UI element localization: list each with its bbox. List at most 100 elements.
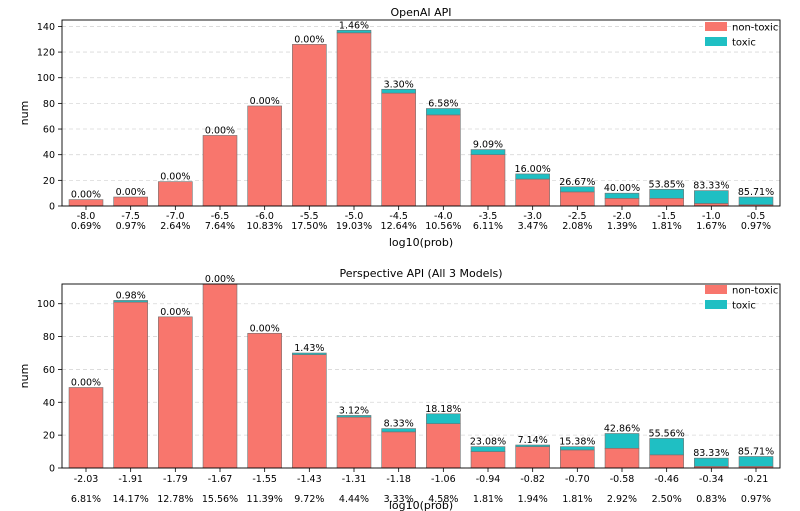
- toxic-percent-label: 3.12%: [339, 405, 369, 416]
- bar-toxic: [694, 457, 729, 467]
- legend-swatch-non-toxic: [705, 22, 727, 31]
- toxic-percent-label: 1.46%: [339, 20, 369, 31]
- x-tick-label: -1.67: [208, 474, 233, 485]
- bar-toxic: [381, 88, 416, 94]
- legend-label-non-toxic: non-toxic: [732, 286, 778, 297]
- share-label: 12.64%: [381, 221, 417, 232]
- toxic-percent-label: 3.30%: [384, 79, 414, 90]
- x-tick-label: -2.5: [568, 211, 587, 222]
- y-tick-label: 100: [37, 73, 55, 84]
- y-tick-label: 0: [49, 202, 55, 213]
- share-label: 17.50%: [291, 221, 327, 232]
- toxic-percent-label: 23.08%: [470, 437, 506, 448]
- share-label: 6.11%: [473, 221, 503, 232]
- bar-non-toxic: [426, 423, 461, 469]
- bar-non-toxic: [560, 191, 595, 207]
- bar-toxic: [515, 173, 550, 180]
- toxic-percent-label: 0.00%: [250, 323, 280, 334]
- share-label: 0.97%: [741, 221, 771, 232]
- bar-non-toxic: [202, 283, 238, 469]
- toxic-percent-label: 0.00%: [205, 274, 235, 285]
- bar-toxic: [738, 456, 774, 467]
- bar-toxic: [515, 444, 550, 447]
- share-label: 3.33%: [384, 494, 414, 505]
- toxic-percent-label: 0.00%: [71, 190, 101, 201]
- x-tick-label: -0.46: [654, 474, 679, 485]
- bar-non-toxic: [247, 332, 282, 469]
- x-tick-label: -5.5: [300, 211, 319, 222]
- share-label: 2.64%: [160, 221, 190, 232]
- bar-non-toxic: [113, 301, 148, 469]
- share-label: 0.83%: [696, 494, 726, 505]
- x-tick-label: -1.43: [297, 474, 322, 485]
- toxic-percent-label: 18.18%: [425, 404, 461, 415]
- share-label: 1.81%: [473, 494, 503, 505]
- x-tick-label: -3.0: [523, 211, 542, 222]
- bar-toxic: [336, 29, 372, 34]
- x-tick-label: -3.5: [479, 211, 498, 222]
- x-axis-label: log10(prob): [389, 499, 453, 511]
- legend-swatch-toxic: [705, 300, 727, 309]
- x-tick-label: -6.5: [211, 211, 230, 222]
- y-tick-label: 40: [43, 398, 55, 409]
- bar-non-toxic: [470, 154, 506, 207]
- legend: non-toxic toxic: [705, 22, 778, 49]
- bar-non-toxic: [381, 92, 416, 207]
- x-tick-label: -4.0: [434, 211, 453, 222]
- x-axis-label: log10(prob): [389, 236, 453, 249]
- bar-toxic: [113, 300, 148, 303]
- chart-title: Perspective API (All 3 Models): [339, 267, 502, 280]
- bar-toxic: [738, 196, 774, 206]
- legend-label-toxic: toxic: [732, 38, 756, 49]
- toxic-percent-label: 7.14%: [518, 435, 548, 446]
- share-label: 7.64%: [205, 221, 235, 232]
- bar-non-toxic: [158, 181, 193, 207]
- toxic-percent-label: 6.58%: [428, 99, 458, 110]
- share-label: 2.08%: [562, 221, 592, 232]
- bar-non-toxic: [336, 416, 372, 469]
- bar-non-toxic: [247, 105, 282, 207]
- bar-non-toxic: [649, 198, 684, 207]
- share-label: 0.97%: [741, 494, 771, 505]
- share-label: 9.72%: [294, 494, 324, 505]
- x-tick-label: -8.0: [77, 211, 96, 222]
- y-tick-label: 120: [37, 48, 55, 59]
- x-tick-label: -1.55: [252, 474, 277, 485]
- y-tick-label: 100: [37, 299, 55, 310]
- toxic-percent-label: 0.00%: [160, 172, 190, 183]
- bar-non-toxic: [560, 449, 595, 469]
- y-tick-label: 60: [43, 125, 55, 136]
- toxic-percent-label: 0.00%: [250, 96, 280, 107]
- y-tick-label: 40: [43, 150, 55, 161]
- share-label: 19.03%: [336, 221, 372, 232]
- bar-non-toxic: [292, 44, 327, 207]
- share-label: 6.81%: [71, 494, 101, 505]
- x-tick-label: -1.91: [118, 474, 143, 485]
- toxic-percent-label: 53.85%: [649, 179, 685, 190]
- share-label: 2.92%: [607, 494, 637, 505]
- bar-toxic: [560, 186, 595, 193]
- x-tick-label: -1.0: [702, 211, 721, 222]
- x-tick-label: -2.0: [613, 211, 632, 222]
- x-tick-label: -0.34: [699, 474, 724, 485]
- toxic-percent-label: 83.33%: [693, 448, 729, 459]
- x-tick-label: -1.06: [431, 474, 456, 485]
- bar-toxic: [604, 433, 640, 449]
- legend-label-toxic: toxic: [732, 301, 756, 312]
- share-label: 11.39%: [247, 494, 283, 505]
- toxic-percent-label: 40.00%: [604, 183, 640, 194]
- bar-non-toxic: [202, 135, 238, 207]
- x-tick-label: -0.70: [565, 474, 590, 485]
- x-tick-label: -2.03: [74, 474, 99, 485]
- bar-non-toxic: [515, 446, 550, 469]
- bar-non-toxic: [292, 354, 327, 469]
- x-tick-label: -7.0: [166, 211, 185, 222]
- toxic-percent-label: 55.56%: [649, 428, 685, 439]
- bar-toxic: [381, 428, 416, 433]
- bar-toxic: [426, 413, 461, 424]
- y-tick-label: 140: [37, 22, 55, 33]
- share-label: 3.47%: [518, 221, 548, 232]
- share-label: 1.81%: [562, 494, 592, 505]
